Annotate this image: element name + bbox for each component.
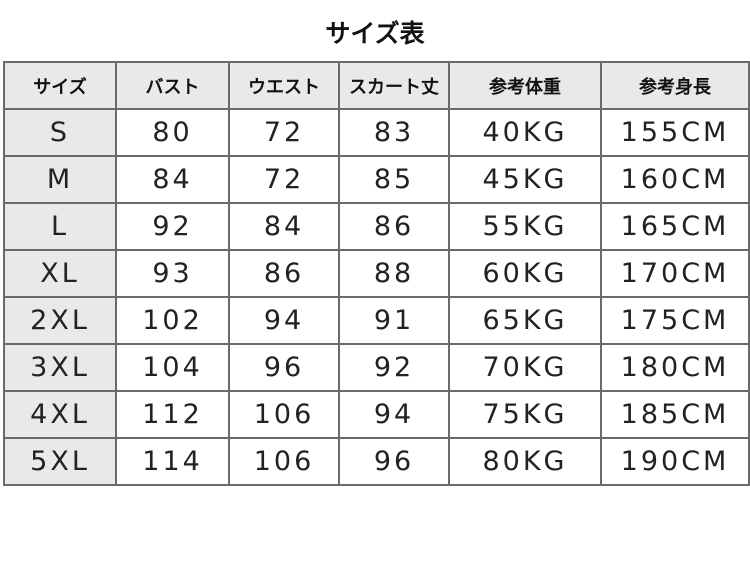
column-header: 参考体重: [448, 61, 602, 110]
column-header: スカート丈: [338, 61, 450, 110]
table-cell: 94: [228, 296, 340, 345]
size-label-cell: XL: [3, 249, 117, 298]
page-title: サイズ表: [325, 19, 425, 48]
table-cell: 170CM: [600, 249, 750, 298]
table-cell: 102: [115, 296, 230, 345]
table-cell: 40KG: [448, 108, 602, 157]
size-label-cell: S: [3, 108, 117, 157]
table-cell: 93: [115, 249, 230, 298]
table-cell: 190CM: [600, 437, 750, 486]
size-table: サイズ バスト ウエスト スカート丈 参考体重 参考身長 S 80 72 83 40KG 155CM…: [3, 61, 750, 486]
table-cell: 70KG: [448, 343, 602, 392]
table-cell: 165CM: [600, 202, 750, 251]
table-cell: 92: [338, 343, 450, 392]
table-cell: 65KG: [448, 296, 602, 345]
table-cell: 92: [115, 202, 230, 251]
column-header: バスト: [115, 61, 230, 110]
table-cell: 175CM: [600, 296, 750, 345]
table-cell: 85: [338, 155, 450, 204]
table-cell: 160CM: [600, 155, 750, 204]
table-cell: 45KG: [448, 155, 602, 204]
table-cell: 180CM: [600, 343, 750, 392]
table-cell: 75KG: [448, 390, 602, 439]
table-cell: 55KG: [448, 202, 602, 251]
size-label-cell: 4XL: [3, 390, 117, 439]
table-cell: 80KG: [448, 437, 602, 486]
size-label-cell: 2XL: [3, 296, 117, 345]
table-cell: 155CM: [600, 108, 750, 157]
size-label-cell: L: [3, 202, 117, 251]
table-cell: 106: [228, 390, 340, 439]
table-cell: 96: [338, 437, 450, 486]
column-header: 参考身長: [600, 61, 750, 110]
table-row: 2XL 102 94 91 65KG 175CM: [3, 296, 750, 345]
table-cell: 112: [115, 390, 230, 439]
table-cell: 84: [115, 155, 230, 204]
table-cell: 96: [228, 343, 340, 392]
table-row: 3XL 104 96 92 70KG 180CM: [3, 343, 750, 392]
table-cell: 60KG: [448, 249, 602, 298]
size-label-cell: 3XL: [3, 343, 117, 392]
column-header: ウエスト: [228, 61, 340, 110]
table-cell: 72: [228, 108, 340, 157]
table-cell: 80: [115, 108, 230, 157]
table-cell: 84: [228, 202, 340, 251]
size-label-cell: M: [3, 155, 117, 204]
column-header: サイズ: [3, 61, 117, 110]
table-row: XL 93 86 88 60KG 170CM: [3, 249, 750, 298]
table-header-row: サイズ バスト ウエスト スカート丈 参考体重 参考身長: [3, 61, 750, 110]
table-row: 5XL 114 106 96 80KG 190CM: [3, 437, 750, 486]
table-cell: 86: [228, 249, 340, 298]
table-row: S 80 72 83 40KG 155CM: [3, 108, 750, 157]
table-cell: 88: [338, 249, 450, 298]
table-cell: 114: [115, 437, 230, 486]
size-label-cell: 5XL: [3, 437, 117, 486]
table-row: 4XL 112 106 94 75KG 185CM: [3, 390, 750, 439]
table-cell: 185CM: [600, 390, 750, 439]
table-cell: 91: [338, 296, 450, 345]
table-cell: 106: [228, 437, 340, 486]
table-row: M 84 72 85 45KG 160CM: [3, 155, 750, 204]
table-cell: 72: [228, 155, 340, 204]
table-row: L 92 84 86 55KG 165CM: [3, 202, 750, 251]
table-cell: 94: [338, 390, 450, 439]
table-cell: 104: [115, 343, 230, 392]
table-cell: 83: [338, 108, 450, 157]
table-cell: 86: [338, 202, 450, 251]
